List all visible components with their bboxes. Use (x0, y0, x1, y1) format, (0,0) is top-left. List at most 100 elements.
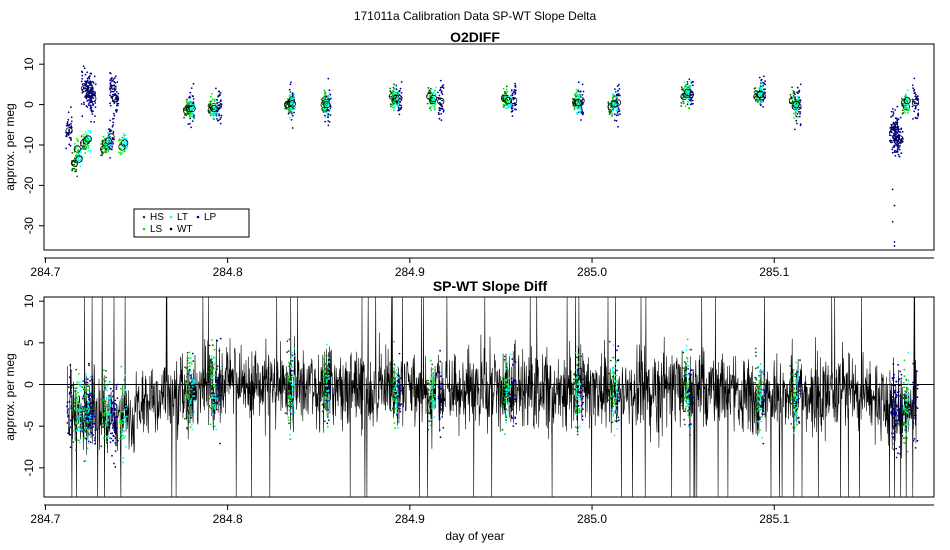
overlay-point-hs (791, 392, 794, 395)
point-wt (896, 151, 899, 153)
overlay-point-lt (108, 407, 110, 409)
overlay-point-ls (288, 375, 291, 378)
overlay-point-ls (211, 358, 214, 361)
overlay-point-hs (428, 420, 431, 423)
overlay-point-wt (899, 400, 902, 402)
overlay-point-wt (115, 444, 117, 447)
point-wt (581, 98, 584, 101)
point-wt (91, 113, 94, 115)
overlay-point-wt (762, 388, 765, 391)
point-lt (85, 142, 88, 145)
overlay-point-wt (900, 377, 903, 380)
overlay-point-lt (795, 383, 798, 385)
overlay-point-hs (683, 369, 686, 372)
overlay-point-lt (328, 360, 330, 363)
point-ls (102, 135, 105, 138)
overlay-point-lt (509, 353, 512, 356)
point-lt (797, 98, 800, 101)
overlay-point-lt (905, 404, 908, 406)
overlay-point-lt (212, 413, 214, 416)
overlay-point-ls (75, 410, 78, 413)
overlay-point-lt (75, 429, 78, 432)
overlay-point-hs (682, 381, 685, 384)
point-wt (760, 104, 762, 107)
overlay-point-wt (899, 409, 902, 412)
overlay-point-ls (322, 364, 325, 366)
point-lt (435, 86, 437, 89)
overlay-point-wt (690, 423, 692, 425)
overlay-point-lt (326, 390, 329, 393)
point-lt (577, 108, 579, 111)
overlay-point-ls (503, 384, 506, 387)
point-wt (81, 115, 84, 118)
overlay-point-hs (575, 381, 577, 384)
legend-label-ls: LS (150, 224, 163, 235)
overlay-point-hs (72, 441, 75, 443)
overlay-point-ls (323, 370, 326, 373)
point-wt (619, 113, 621, 115)
overlay-point-ls (393, 422, 396, 424)
overlay-point-hs (754, 367, 757, 370)
overlay-point-lt (327, 398, 330, 401)
overlay-point-lt (615, 410, 618, 413)
overlay-point-ls (574, 377, 577, 380)
overlay-point-hs (84, 425, 87, 427)
overlay-point-wt (578, 391, 581, 394)
overlay-point-ls (761, 415, 763, 418)
point-wt (579, 90, 582, 93)
point-lt (578, 100, 581, 102)
point-ls (123, 134, 125, 137)
overlay-point-hs (210, 371, 213, 374)
point-hs (100, 143, 103, 145)
point-lt (123, 132, 125, 135)
overlay-point-wt (439, 385, 441, 388)
overlay-point-wt (215, 380, 218, 383)
overlay-point-wt (290, 369, 293, 372)
overlay-point-wt (439, 375, 442, 378)
point-wt (893, 149, 896, 152)
point-hs (392, 86, 395, 89)
overlay-point-ls (612, 379, 615, 382)
overlay-point-ls (429, 424, 432, 427)
overlay-point-wt (114, 409, 116, 411)
point-lt (125, 147, 128, 150)
overlay-point-wt (889, 394, 892, 396)
overlay-point-hs (610, 400, 613, 402)
point-wt (191, 120, 194, 122)
overlay-point-ls (906, 389, 909, 392)
point-ls (574, 93, 576, 96)
overlay-point-ls (212, 371, 215, 373)
point-wt (109, 94, 112, 97)
point-lt (432, 96, 435, 99)
overlay-point-ls (186, 396, 189, 399)
point-wt (109, 82, 112, 84)
overlay-point-lt (105, 420, 107, 423)
point-wt (439, 107, 442, 110)
point-wt (111, 88, 114, 90)
overlay-point-lt (508, 388, 511, 390)
point-lt (505, 107, 507, 110)
overlay-point-wt (794, 373, 797, 375)
point-wt-outlier (893, 204, 896, 207)
point-wt (87, 93, 90, 96)
point-wt (66, 122, 69, 125)
point-wt (220, 116, 222, 119)
overlay-point-ls (685, 356, 688, 359)
point-wt (218, 90, 221, 93)
overlay-point-lt (121, 419, 124, 421)
point-wt (86, 71, 89, 74)
point-wt (112, 78, 115, 80)
overlay-point-wt (110, 437, 113, 440)
overlay-point-ls (793, 388, 796, 391)
overlay-point-wt (439, 436, 442, 439)
point-wt (216, 119, 219, 122)
point-wt (290, 118, 293, 121)
point-wt (511, 94, 514, 97)
overlay-point-hs (790, 384, 792, 387)
overlay-point-ls (187, 398, 190, 401)
overlay-point-wt (290, 374, 293, 376)
overlay-point-wt (215, 396, 218, 398)
point-lt (79, 159, 81, 162)
point-lt (213, 114, 216, 117)
overlay-point-lt (578, 425, 581, 428)
